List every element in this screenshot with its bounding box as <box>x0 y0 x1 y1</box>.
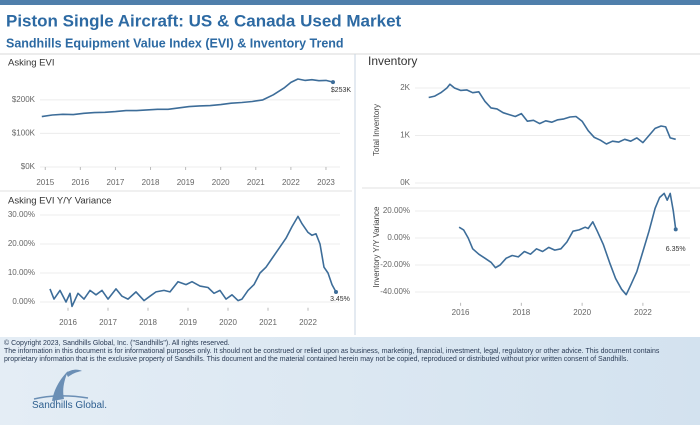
chart-title: Asking EVI Y/Y Variance <box>8 196 112 207</box>
x-tick-label: 2018 <box>512 308 530 317</box>
x-tick-label: 2017 <box>99 318 117 327</box>
page-title: Piston Single Aircraft: US & Canada Used… <box>6 11 402 30</box>
y-tick-label: $0K <box>21 162 36 171</box>
x-tick-label: 2021 <box>259 318 277 327</box>
line <box>49 215 337 308</box>
end-point <box>330 80 335 85</box>
x-tick-label: 2018 <box>142 178 160 187</box>
y-tick-label: 10.00% <box>8 268 35 277</box>
y-tick-label: 2K <box>400 83 410 92</box>
logo-icon <box>33 369 89 401</box>
y-tick-label: $100K <box>12 129 36 138</box>
value-label: 6.35% <box>666 246 686 253</box>
dashboard: Piston Single Aircraft: US & Canada Used… <box>0 0 700 335</box>
x-tick-label: 2019 <box>177 178 195 187</box>
y-tick-label: -20.00% <box>380 260 410 269</box>
x-tick-label: 2015 <box>36 178 54 187</box>
y-tick-label: 0.00% <box>12 297 35 306</box>
y-tick-label: -40.00% <box>380 287 410 296</box>
x-tick-label: 2021 <box>247 178 265 187</box>
y-tick-label: 20.00% <box>383 206 410 215</box>
y-axis-label: Inventory Y/Y Variance <box>372 206 381 287</box>
page-subtitle: Sandhills Equipment Value Index (EVI) & … <box>6 36 344 50</box>
top-bar <box>0 0 700 5</box>
x-tick-label: 2017 <box>107 178 125 187</box>
end-point <box>334 289 338 294</box>
y-tick-label: 0K <box>400 178 410 187</box>
x-tick-label: 2020 <box>212 178 230 187</box>
y-tick-label: 1K <box>400 131 410 140</box>
footer: © Copyright 2023, Sandhills Global, Inc.… <box>0 337 700 425</box>
x-tick-label: 2019 <box>179 318 197 327</box>
x-tick-label: 2022 <box>299 318 317 327</box>
line <box>428 83 676 145</box>
x-tick-label: 2022 <box>282 178 300 187</box>
y-axis-label: Total Inventory <box>372 104 381 156</box>
chart-title: Asking EVI <box>8 58 54 69</box>
line <box>458 192 677 296</box>
x-tick-label: 2016 <box>452 308 470 317</box>
value-label: $253K <box>331 87 352 94</box>
disclaimer: The information in this document is for … <box>4 348 660 363</box>
copyright: © Copyright 2023, Sandhills Global, Inc.… <box>4 340 230 347</box>
x-tick-label: 2023 <box>317 178 335 187</box>
end-point <box>673 227 678 232</box>
logo-text: Sandhills Global. <box>32 400 108 411</box>
x-tick-label: 2016 <box>71 178 89 187</box>
x-tick-label: 2022 <box>634 308 652 317</box>
y-tick-label: 20.00% <box>8 239 35 248</box>
y-tick-label: $200K <box>12 95 36 104</box>
x-tick-label: 2018 <box>139 318 157 327</box>
x-tick-label: 2016 <box>59 318 77 327</box>
y-tick-label: 30.00% <box>8 210 35 219</box>
value-label: 3.45% <box>330 296 350 303</box>
y-tick-label: 0.00% <box>387 233 410 242</box>
line <box>41 78 334 118</box>
x-tick-label: 2020 <box>219 318 237 327</box>
x-tick-label: 2020 <box>573 308 591 317</box>
chart-title: Inventory <box>368 54 417 68</box>
